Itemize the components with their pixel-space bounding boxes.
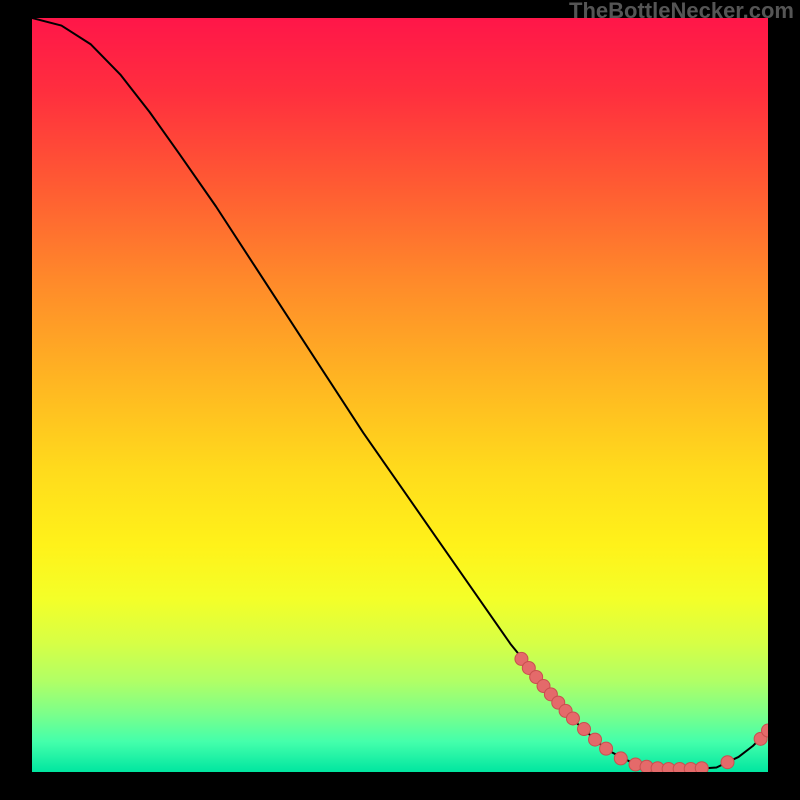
curve-marker: [721, 756, 734, 769]
curve-marker: [600, 742, 613, 755]
bottleneck-gradient-chart: [32, 18, 768, 772]
curve-marker: [566, 712, 579, 725]
gradient-background: [32, 18, 768, 772]
chart-frame: TheBottleNecker.com: [0, 0, 800, 800]
curve-marker: [695, 762, 708, 772]
curve-marker: [614, 752, 627, 765]
curve-marker: [589, 733, 602, 746]
watermark-text: TheBottleNecker.com: [569, 0, 794, 24]
curve-marker: [578, 723, 591, 736]
